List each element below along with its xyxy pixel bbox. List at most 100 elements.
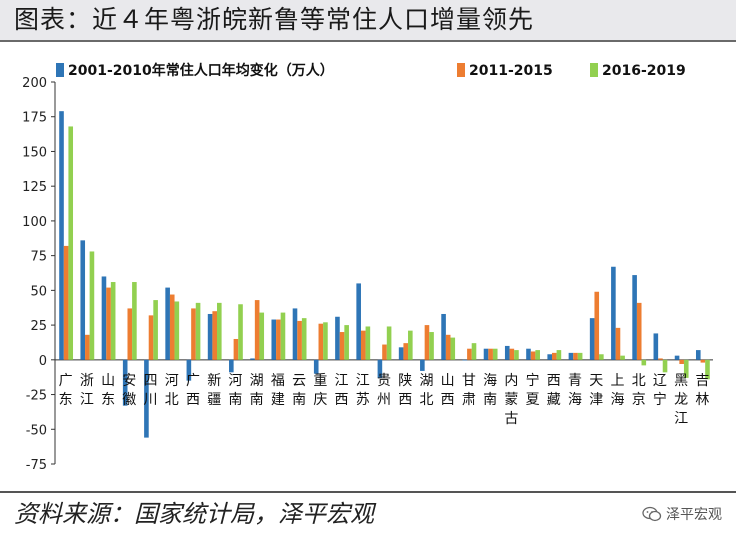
x-category-label: 西藏	[547, 373, 561, 408]
bar	[301, 318, 307, 360]
x-category-label: 上海	[610, 373, 624, 408]
bar	[382, 344, 387, 360]
wechat-icon	[642, 506, 662, 522]
bar	[216, 302, 222, 360]
bar	[229, 359, 234, 373]
bar	[403, 343, 409, 360]
y-tick-label: 175	[22, 111, 47, 126]
bar	[408, 330, 413, 360]
x-category-label: 贵州	[377, 373, 391, 408]
bar	[615, 327, 621, 360]
bar	[191, 308, 196, 360]
x-category-label: 安徽	[122, 373, 136, 408]
bar	[106, 287, 111, 360]
divider-line	[0, 491, 736, 493]
source-note: 资料来源：国家统计局，泽平宏观	[14, 500, 374, 528]
bar	[365, 326, 371, 360]
x-category-label: 陕西	[398, 373, 412, 408]
bar	[335, 316, 340, 360]
page-title: 图表：近４年粤浙皖新鲁等常住人口增量领先	[0, 0, 736, 42]
bar	[589, 318, 595, 360]
x-category-label: 山东	[101, 373, 115, 408]
bar	[59, 111, 64, 360]
x-category-label: 湖北	[419, 373, 433, 408]
bar	[148, 315, 154, 360]
bar	[386, 326, 392, 360]
bar	[254, 300, 260, 360]
bar	[594, 291, 600, 360]
bar	[514, 350, 519, 360]
bar	[429, 332, 434, 360]
bar	[110, 282, 116, 360]
bar	[122, 359, 128, 406]
bar-chart: -75 -50 -25 0 25 50 75 100 125 150 175 200 广东浙江山东安徽四…	[22, 62, 713, 473]
bar	[233, 338, 239, 360]
bar	[467, 348, 472, 360]
bar	[259, 312, 265, 360]
x-category-label: 山西	[441, 373, 455, 408]
x-category-label: 黑龙江	[674, 373, 688, 427]
legend-label: 2011-2015	[469, 63, 553, 79]
bar	[153, 300, 158, 360]
bar	[271, 319, 277, 360]
bar	[641, 359, 647, 366]
bar	[462, 359, 468, 361]
x-category-label: 四川	[144, 373, 158, 408]
bar	[89, 251, 95, 360]
bar	[674, 355, 680, 360]
x-category-label: 江苏	[356, 373, 370, 408]
bar	[318, 323, 324, 360]
x-category-label: 福建	[271, 373, 285, 408]
bar	[599, 354, 604, 360]
x-category-label: 天津	[589, 373, 603, 408]
y-tick-label: 50	[30, 284, 47, 299]
bar	[212, 311, 217, 360]
bar	[620, 355, 625, 360]
bar	[577, 352, 583, 360]
x-category-label: 湖南	[250, 373, 264, 408]
bar	[80, 240, 86, 360]
bar	[695, 350, 701, 360]
bar	[398, 347, 404, 360]
x-category-label: 河南	[228, 373, 242, 408]
bar	[297, 320, 302, 360]
bar	[356, 283, 361, 360]
bar	[238, 304, 243, 360]
bar	[526, 348, 531, 360]
x-category-label: 吉林	[695, 373, 709, 408]
bar	[424, 325, 430, 360]
bar	[339, 332, 345, 360]
bar	[132, 282, 137, 360]
legend-swatch	[457, 63, 465, 77]
x-category-label: 广西	[186, 373, 200, 408]
bar	[488, 348, 493, 360]
legend-swatch	[590, 63, 598, 77]
legend-swatch	[56, 63, 64, 77]
bar	[207, 313, 213, 360]
bar	[573, 352, 578, 360]
y-tick-label: 0	[39, 354, 47, 369]
watermark-text: 泽平宏观	[666, 507, 722, 523]
bar	[68, 126, 74, 360]
bar	[568, 352, 574, 360]
bar	[492, 348, 498, 360]
bar	[679, 359, 684, 364]
bar	[683, 359, 689, 378]
bar	[292, 308, 298, 360]
bar	[632, 275, 637, 360]
bar	[280, 312, 286, 360]
bar	[530, 351, 536, 360]
bar	[450, 337, 456, 360]
bar	[63, 245, 69, 360]
bar	[360, 330, 366, 360]
x-category-label: 甘肃	[462, 373, 476, 408]
y-tick-label: 150	[22, 145, 47, 160]
y-tick-label: -25	[26, 389, 47, 404]
y-tick-label: 125	[22, 180, 47, 195]
x-category-label: 青海	[568, 373, 582, 408]
bar	[186, 359, 192, 381]
bar	[658, 358, 663, 360]
bar	[547, 354, 553, 360]
bar	[85, 334, 90, 360]
bar	[144, 359, 149, 438]
